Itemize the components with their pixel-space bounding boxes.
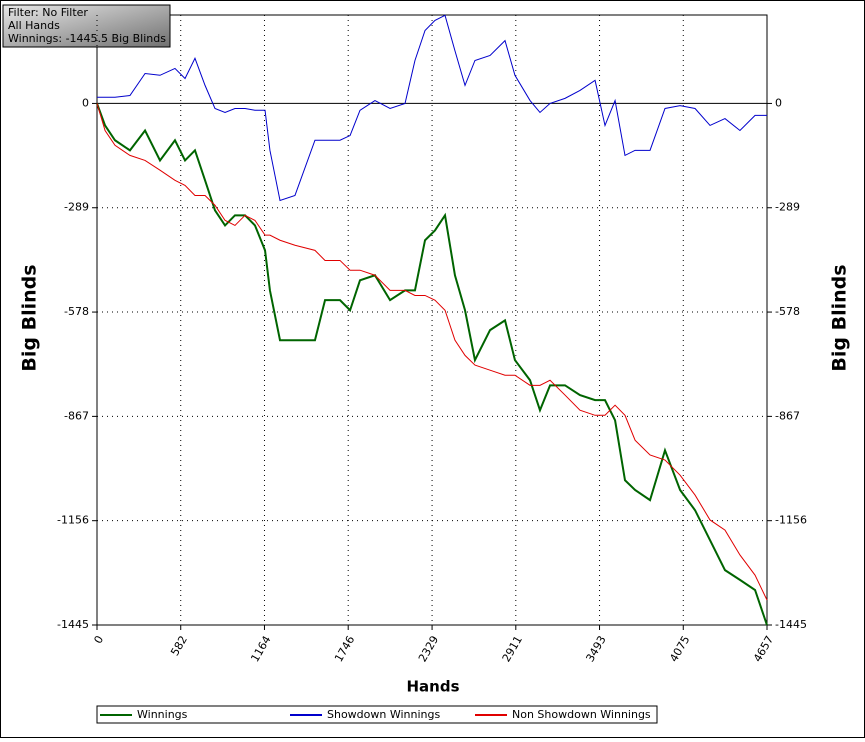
x-axis-title: Hands	[406, 678, 459, 696]
info-winnings: Winnings: -1445.5 Big Blinds	[8, 32, 166, 45]
y-axis-title: Big Blinds	[19, 264, 41, 371]
y-tick-label: -1156	[57, 514, 89, 527]
y-tick-label-right: -867	[775, 409, 800, 422]
info-filter: Filter: No Filter	[8, 6, 88, 19]
y-tick-label: -578	[64, 305, 89, 318]
legend-label: Showdown Winnings	[327, 708, 441, 721]
info-hands: All Hands	[8, 19, 60, 32]
legend-label: Winnings	[137, 708, 188, 721]
legend-label: Non Showdown Winnings	[512, 708, 651, 721]
series-line	[96, 103, 768, 601]
series-line	[97, 14, 767, 202]
y-tick-label: 0	[82, 96, 89, 109]
y-tick-label-right: -289	[775, 201, 800, 214]
y-tick-label: -289	[64, 201, 89, 214]
y-tick-label-right: -578	[775, 305, 800, 318]
info-box	[2, 4, 171, 48]
y-tick-label: -867	[64, 409, 89, 422]
y-tick-label: -1445	[57, 618, 89, 631]
y-tick-label-right: 0	[775, 96, 782, 109]
y-tick-label-right: -1445	[775, 618, 807, 631]
y-tick-label-right: -1156	[775, 514, 807, 527]
y-axis-title-right: Big Blinds	[829, 264, 851, 371]
legend	[96, 705, 658, 724]
series-line	[96, 103, 768, 626]
